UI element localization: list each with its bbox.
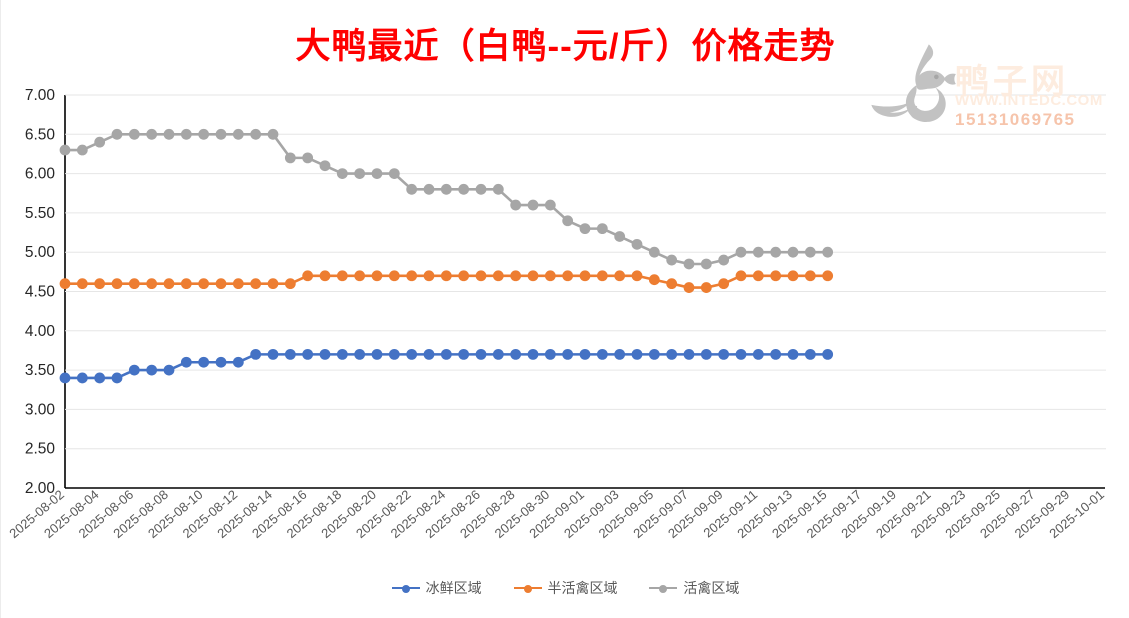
svg-text:2.50: 2.50 xyxy=(25,441,56,458)
svg-text:5.00: 5.00 xyxy=(25,244,56,261)
svg-text:4.50: 4.50 xyxy=(25,284,56,301)
svg-text:6.50: 6.50 xyxy=(25,126,56,143)
svg-text:6.00: 6.00 xyxy=(25,166,56,183)
svg-text:3.50: 3.50 xyxy=(25,362,56,379)
svg-text:7.00: 7.00 xyxy=(25,87,56,104)
svg-text:4.00: 4.00 xyxy=(25,323,56,340)
svg-text:3.00: 3.00 xyxy=(25,401,56,418)
svg-text:5.50: 5.50 xyxy=(25,205,56,222)
